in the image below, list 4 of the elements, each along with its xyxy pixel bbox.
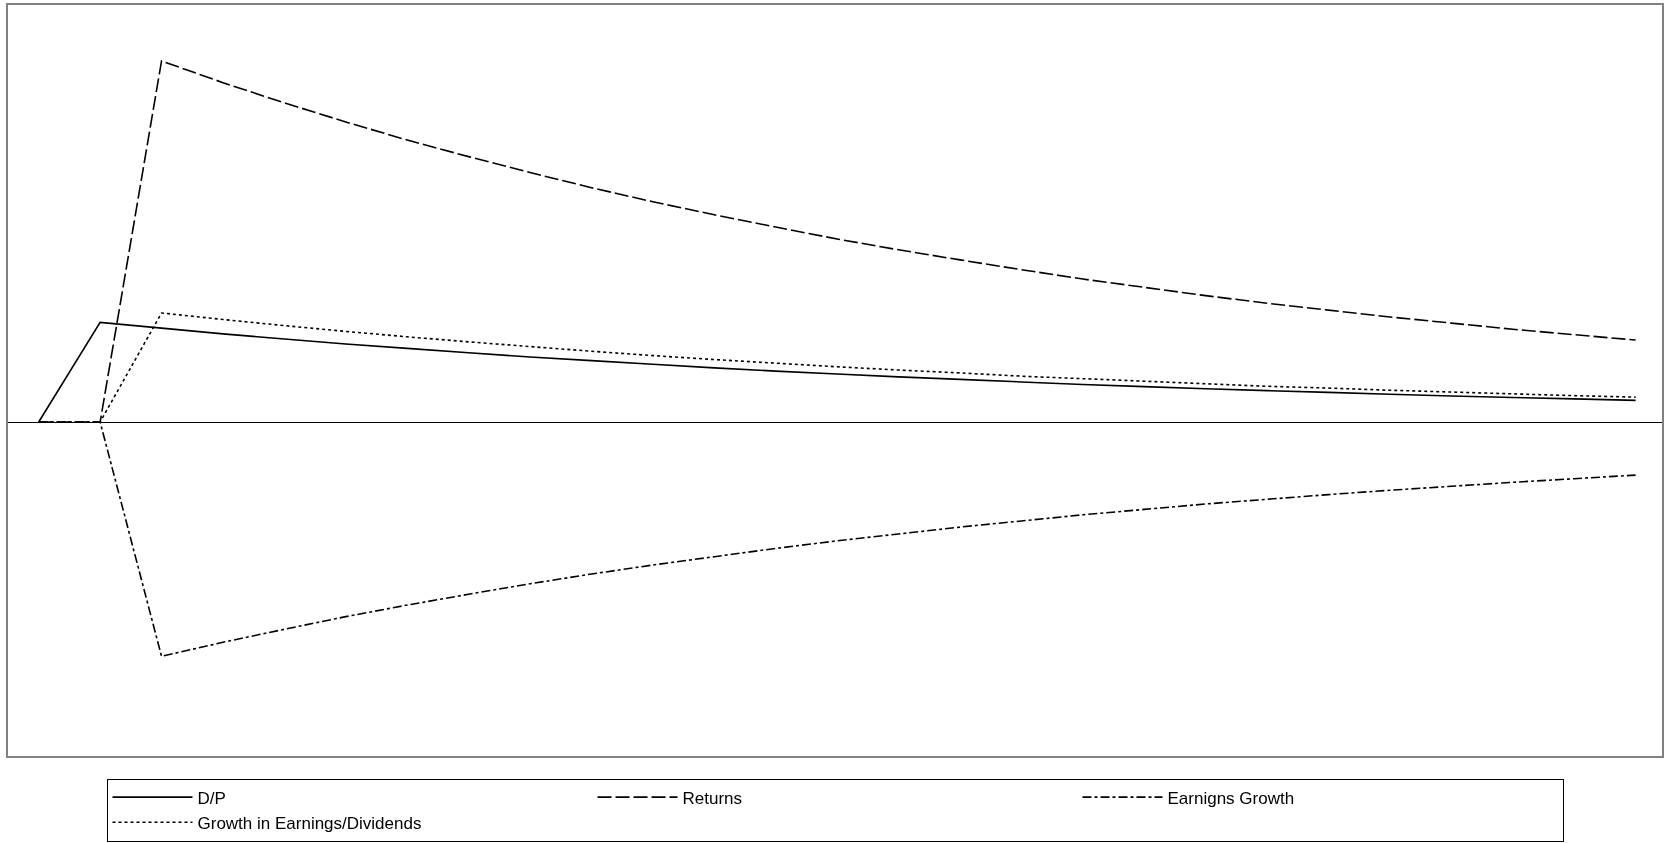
- legend-label: Earnigns Growth: [1167, 788, 1295, 808]
- legend-label: Returns: [682, 788, 743, 808]
- legend-label: D/P: [197, 788, 226, 808]
- legend-label: Growth in Earnings/Dividends: [197, 813, 422, 833]
